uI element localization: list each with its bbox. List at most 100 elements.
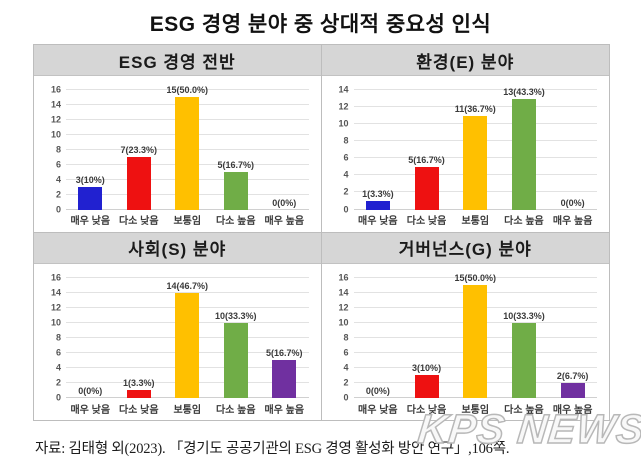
panel-social-s: 사회(S) 분야 0 2 4 6 8 10 12 14 16 0(0%) 1(3.3%) 14(46.7…: [34, 232, 322, 421]
y-tick-label: 6: [343, 152, 349, 163]
chart-grid: ESG 경영 전반 0 2 4 6 8 10 12 14 16 3(10%) 7(23.3%) 15(5…: [33, 44, 610, 421]
y-tick-label: 8: [55, 332, 61, 343]
bar-value-label: 2(6.7%): [556, 370, 589, 381]
gridline: [66, 89, 309, 90]
category-label: 다소 높음: [215, 404, 256, 416]
bar-slot: 2(6.7%): [548, 278, 597, 398]
y-tick-label: 12: [50, 302, 61, 313]
category-row: 매우 낮음 다소 낮음 보통임 다소 높음 매우 높음: [40, 210, 313, 230]
y-tick-label: 2: [55, 189, 61, 200]
bar-value-label: 10(33.3%): [503, 310, 545, 321]
bar-slots: 1(3.3%) 5(16.7%) 11(36.7%) 13(43.3%) 0(0%): [354, 87, 598, 210]
bar: [560, 382, 585, 398]
y-tick-label: 0: [55, 392, 61, 403]
y-tick-label: 16: [50, 84, 61, 95]
y-tick-label: 12: [338, 101, 349, 112]
category-label: 다소 낮음: [406, 216, 447, 227]
bar-slot: 0(0%): [354, 278, 403, 399]
gridline: [353, 89, 597, 90]
category-label: 매우 높음: [264, 404, 305, 416]
plot-area: 0(0%) 3(10%) 15(50.0%) 10(33.3%) 2(6.7%): [353, 274, 597, 399]
y-tick-label: 8: [343, 135, 349, 146]
y-tick-label: 10: [338, 118, 349, 129]
bar-value-label: 15(50.0%): [166, 85, 209, 96]
category-label: 보통임: [173, 216, 202, 227]
plot-area: 1(3.3%) 5(16.7%) 11(36.7%) 13(43.3%) 0(0%): [353, 87, 598, 210]
y-tick-label: 16: [50, 272, 61, 282]
category-label: 매우 높음: [552, 404, 593, 416]
y-tick-label: 4: [55, 174, 61, 185]
panel-environment-e: 환경(E) 분야 0 2 4 6 8 10 12 14 1(3.3%) 5(16.7%) 11(36.…: [321, 45, 609, 233]
y-tick-label: 4: [343, 362, 349, 373]
y-tick-label: 12: [50, 114, 61, 125]
category-label: 매우 낮음: [358, 404, 398, 416]
bar-value-label: 3(10%): [412, 363, 442, 374]
y-tick-label: 2: [55, 377, 61, 388]
chart-body: 0 2 4 6 8 10 12 14 1(3.3%) 5(16.7%) 11(36.7%) 13(43…: [328, 85, 602, 214]
y-tick-label: 14: [50, 99, 61, 110]
gridline: [353, 276, 597, 278]
y-tick-label: 12: [338, 302, 349, 313]
bar-slot: 5(16.7%): [402, 90, 451, 210]
category-label: 보통임: [173, 404, 202, 416]
bar-value-label: 0(0%): [560, 197, 585, 208]
y-tick-label: 0: [55, 204, 61, 214]
chart-esg-overall: 0 2 4 6 8 10 12 14 16 3(10%) 7(23.3%) 15(50.0%) 5(16…: [34, 76, 321, 232]
gridline: [353, 106, 597, 108]
category-labels: 매우 낮음 다소 낮음 보통임 다소 높음 매우 높음: [354, 212, 598, 227]
bar-value-label: 3(10%): [75, 175, 105, 186]
category-label: 다소 높음: [504, 404, 544, 416]
bar-value-label: 1(3.3%): [122, 378, 155, 389]
panel-governance-g: 거버넌스(G) 분야 0 2 4 6 8 10 12 14 16 0(0%) 3(10%) 15(50.…: [321, 232, 609, 420]
bar: [126, 390, 151, 398]
bar-slot: 0(0%): [260, 90, 309, 210]
y-tick-label: 10: [50, 317, 61, 328]
bar: [78, 187, 103, 210]
source-caption: 자료: 김태형 외(2023). 「경기도 공공기관의 ESG 경영 활성화 방…: [35, 441, 510, 457]
bar-value-label: 11(36.7%): [454, 103, 496, 114]
bar-slot: 0(0%): [548, 90, 597, 210]
figure-title: ESG 경영 분야 중 상대적 중요성 인식: [149, 13, 492, 36]
bar-value-label: 15(50.0%): [454, 273, 497, 284]
y-tick-label: 4: [343, 169, 349, 180]
y-axis: 0 2 4 6 8 10 12 14 16: [40, 273, 66, 403]
bar-slot: 5(16.7%): [212, 90, 261, 210]
bar: [126, 157, 151, 210]
bar-slots: 0(0%) 1(3.3%) 14(46.7%) 10(33.3%) 5(16.7%): [66, 278, 309, 399]
bar-value-label: 5(16.7%): [265, 348, 303, 359]
bar-value-label: 0(0%): [365, 386, 390, 396]
category-labels: 매우 낮음 다소 낮음 보통임 다소 높음 매우 높음: [354, 401, 598, 416]
bar-value-label: 0(0%): [78, 386, 103, 396]
bar-value-label: 0(0%): [272, 197, 297, 208]
panel-esg-overall: ESG 경영 전반 0 2 4 6 8 10 12 14 16 3(10%) 7(23.3%) 15(5…: [34, 45, 322, 233]
y-tick-label: 14: [338, 287, 349, 298]
bar-slot: 10(33.3%): [212, 278, 261, 398]
panel-title-social-s: 사회(S) 분야: [34, 232, 321, 264]
bar: [511, 98, 536, 210]
y-tick-label: 6: [55, 347, 61, 358]
gridline: [66, 276, 309, 278]
bar-value-label: 5(16.7%): [408, 154, 445, 165]
bar: [365, 200, 390, 210]
bar: [463, 285, 488, 398]
bar-slot: 5(16.7%): [260, 278, 309, 398]
category-row: 매우 낮음 다소 낮음 보통임 다소 높음 매우 높음: [328, 210, 602, 230]
category-labels: 매우 낮음 다소 낮음 보통임 다소 높음 매우 높음: [66, 212, 309, 227]
bar: [175, 97, 200, 210]
y-tick-label: 10: [50, 129, 61, 140]
plot-area: 0(0%) 1(3.3%) 14(46.7%) 10(33.3%) 5(16.7%): [66, 276, 309, 399]
bar-slot: 11(36.7%): [451, 90, 500, 210]
category-label: 매우 낮음: [70, 404, 111, 416]
bar-value-label: 7(23.3%): [120, 145, 158, 156]
category-label: 다소 낮음: [406, 404, 447, 416]
bar-value-label: 14(46.7%): [166, 280, 209, 291]
bar-value-label: 1(3.3%): [362, 188, 394, 199]
y-axis: 0 2 4 6 8 10 12 14: [328, 85, 354, 214]
y-tick-label: 0: [343, 204, 349, 214]
y-tick-label: 16: [338, 272, 349, 282]
bar: [272, 360, 297, 398]
bar-slot: 0(0%): [66, 278, 115, 399]
chart-social-s: 0 2 4 6 8 10 12 14 16 0(0%) 1(3.3%) 14(46.7%) 10(33.…: [34, 264, 321, 421]
category-label: 보통임: [461, 404, 490, 416]
y-tick-label: 2: [343, 377, 349, 388]
